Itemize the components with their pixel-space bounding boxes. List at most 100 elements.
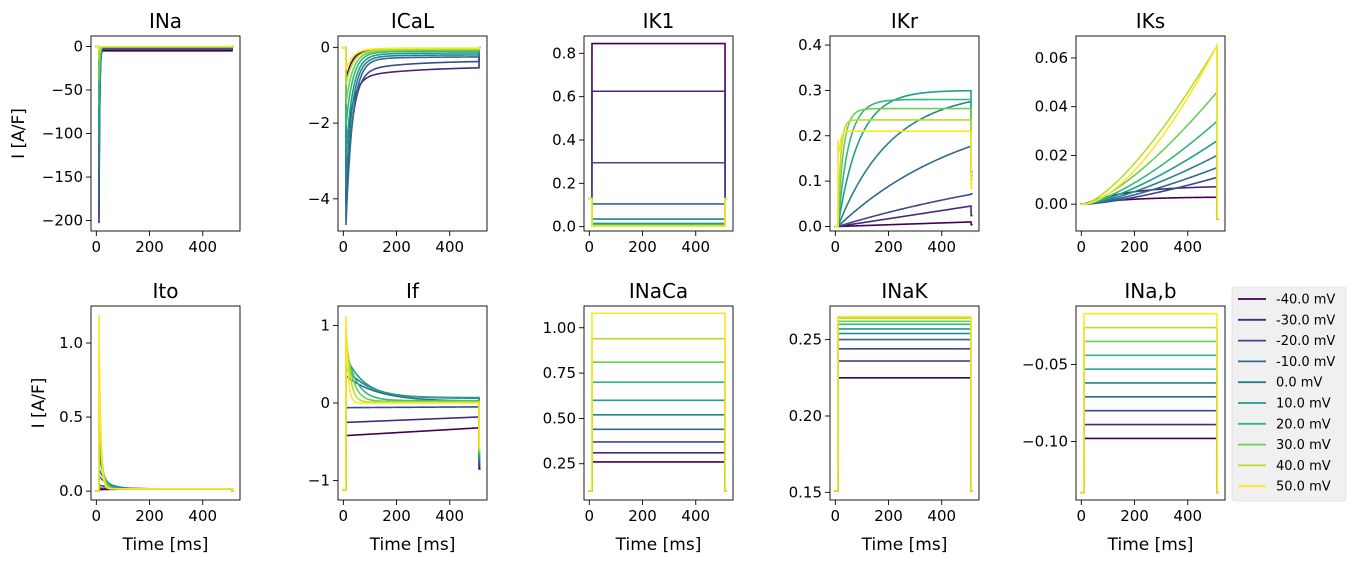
series-line-1 bbox=[588, 90, 727, 200]
subplot-title: If bbox=[406, 279, 420, 303]
x-tick-label: 0 bbox=[92, 507, 102, 525]
x-tick-label: 200 bbox=[135, 238, 164, 256]
series-line-3 bbox=[834, 338, 973, 492]
series-line-6 bbox=[834, 98, 973, 228]
series-line-3 bbox=[1080, 396, 1219, 494]
legend-entry: 30.0 mV bbox=[1276, 438, 1331, 453]
series-line-5 bbox=[588, 197, 727, 225]
y-tick-label: 0.5 bbox=[59, 408, 83, 426]
series-line-6 bbox=[95, 439, 234, 492]
x-tick-label: 200 bbox=[1120, 238, 1149, 256]
legend-entry: 40.0 mV bbox=[1276, 459, 1331, 474]
series-line-2 bbox=[342, 406, 481, 491]
legend-entry: -30.0 mV bbox=[1276, 313, 1335, 328]
y-tick-label: −2 bbox=[308, 114, 330, 132]
x-axis-label: Time [ms] bbox=[615, 535, 702, 555]
series-line-8 bbox=[95, 357, 234, 492]
y-tick-label: 0 bbox=[73, 37, 83, 55]
y-tick-label: 0.15 bbox=[789, 483, 822, 501]
series-line-9 bbox=[342, 316, 481, 491]
y-tick-label: 0.6 bbox=[552, 88, 576, 106]
subplot-inaca: 0 200 400 0.25 0.50 0.75 1.00 INaCa Time [ms] bbox=[543, 279, 734, 555]
series-line-3 bbox=[588, 197, 727, 205]
series-line-0 bbox=[834, 377, 973, 492]
series-line-3 bbox=[342, 374, 481, 491]
x-tick-label: 0 bbox=[831, 507, 841, 525]
series-line-0 bbox=[588, 461, 727, 492]
series-line-8 bbox=[1080, 326, 1219, 494]
series-line-8 bbox=[834, 119, 973, 228]
y-tick-label: −1 bbox=[308, 472, 330, 490]
series-line-6 bbox=[834, 323, 973, 492]
x-tick-label: 0 bbox=[339, 507, 349, 525]
y-tick-label: −0.10 bbox=[1022, 432, 1068, 450]
y-tick-label: 0 bbox=[320, 38, 330, 56]
y-tick-label: 0.3 bbox=[798, 81, 822, 99]
legend: -40.0 mV -30.0 mV -20.0 mV -10.0 mV 0.0 mV 10… bbox=[1231, 286, 1347, 502]
series-line-6 bbox=[588, 381, 727, 492]
axes-frame bbox=[1075, 35, 1226, 232]
y-tick-label: 0.75 bbox=[543, 364, 576, 382]
legend-entry: 20.0 mV bbox=[1276, 417, 1331, 432]
legend-entry: -40.0 mV bbox=[1276, 293, 1335, 308]
y-tick-label: 0.0 bbox=[552, 218, 576, 236]
subplot-ik1: 0 200 400 0.0 0.2 0.4 0.6 0.8 IK1 bbox=[552, 9, 734, 256]
series-line-2 bbox=[588, 161, 727, 200]
y-tick-label: 0.2 bbox=[798, 127, 822, 145]
subplot-ito: 0 200 400 0.0 0.5 1.0 Ito Time [ms] I [A/F] bbox=[29, 279, 241, 555]
x-tick-label: 400 bbox=[681, 507, 710, 525]
x-tick-label: 0 bbox=[585, 238, 595, 256]
series-line-7 bbox=[95, 402, 234, 492]
x-tick-label: 200 bbox=[874, 507, 903, 525]
x-tick-label: 400 bbox=[435, 507, 464, 525]
y-tick-label: 0.25 bbox=[543, 455, 576, 473]
series-line-1 bbox=[95, 45, 234, 224]
subplot-title: ICaL bbox=[391, 9, 435, 33]
y-tick-label: −150 bbox=[42, 168, 83, 186]
axes-frame bbox=[337, 35, 488, 232]
series-line-8 bbox=[342, 46, 481, 86]
series-line-4 bbox=[588, 413, 727, 492]
series-line-3 bbox=[342, 46, 481, 225]
legend-entry: 10.0 mV bbox=[1276, 397, 1331, 412]
subplot-if: 0 200 400 1 0 −1 If Time [ms] bbox=[308, 279, 488, 555]
y-tick-label: 0.4 bbox=[798, 36, 822, 54]
series-line-4 bbox=[342, 46, 481, 188]
x-axis-label: Time [ms] bbox=[861, 535, 948, 555]
subplot-title: INa,b bbox=[1124, 279, 1176, 303]
x-tick-label: 400 bbox=[927, 238, 956, 256]
series-line-1 bbox=[342, 416, 481, 491]
x-tick-label: 400 bbox=[188, 238, 217, 256]
series-line-5 bbox=[834, 89, 973, 228]
y-tick-label: 1.00 bbox=[543, 319, 576, 337]
series-line-4 bbox=[834, 332, 973, 492]
series-line-1 bbox=[1080, 423, 1219, 494]
x-tick-label: 400 bbox=[1173, 507, 1202, 525]
x-axis-label: Time [ms] bbox=[369, 535, 456, 555]
series-line-7 bbox=[834, 320, 973, 492]
subplot-title: Ito bbox=[153, 279, 179, 303]
y-tick-label: 0.02 bbox=[1035, 146, 1068, 164]
series-line-8 bbox=[588, 197, 727, 227]
y-tick-label: 0.50 bbox=[543, 409, 576, 427]
series-line-8 bbox=[588, 337, 727, 492]
series-line-6 bbox=[588, 197, 727, 226]
x-tick-label: 400 bbox=[927, 507, 956, 525]
y-tick-label: 0.4 bbox=[552, 131, 576, 149]
x-tick-label: 0 bbox=[92, 238, 102, 256]
x-axis-label: Time [ms] bbox=[1107, 535, 1194, 555]
series-line-5 bbox=[1080, 368, 1219, 494]
series-line-4 bbox=[834, 100, 973, 228]
y-tick-label: 0.2 bbox=[552, 174, 576, 192]
series-line-0 bbox=[834, 221, 973, 228]
axes-frame bbox=[829, 305, 980, 501]
y-tick-label: 0.8 bbox=[552, 44, 576, 62]
y-tick-label: 0.00 bbox=[1035, 195, 1068, 213]
series-line-9 bbox=[588, 312, 727, 492]
x-tick-label: 400 bbox=[188, 507, 217, 525]
y-tick-label: 0.25 bbox=[789, 331, 822, 349]
x-tick-label: 0 bbox=[831, 238, 841, 256]
series-line-9 bbox=[1080, 42, 1219, 220]
axes-frame bbox=[1075, 305, 1226, 501]
series-line-7 bbox=[834, 107, 973, 228]
